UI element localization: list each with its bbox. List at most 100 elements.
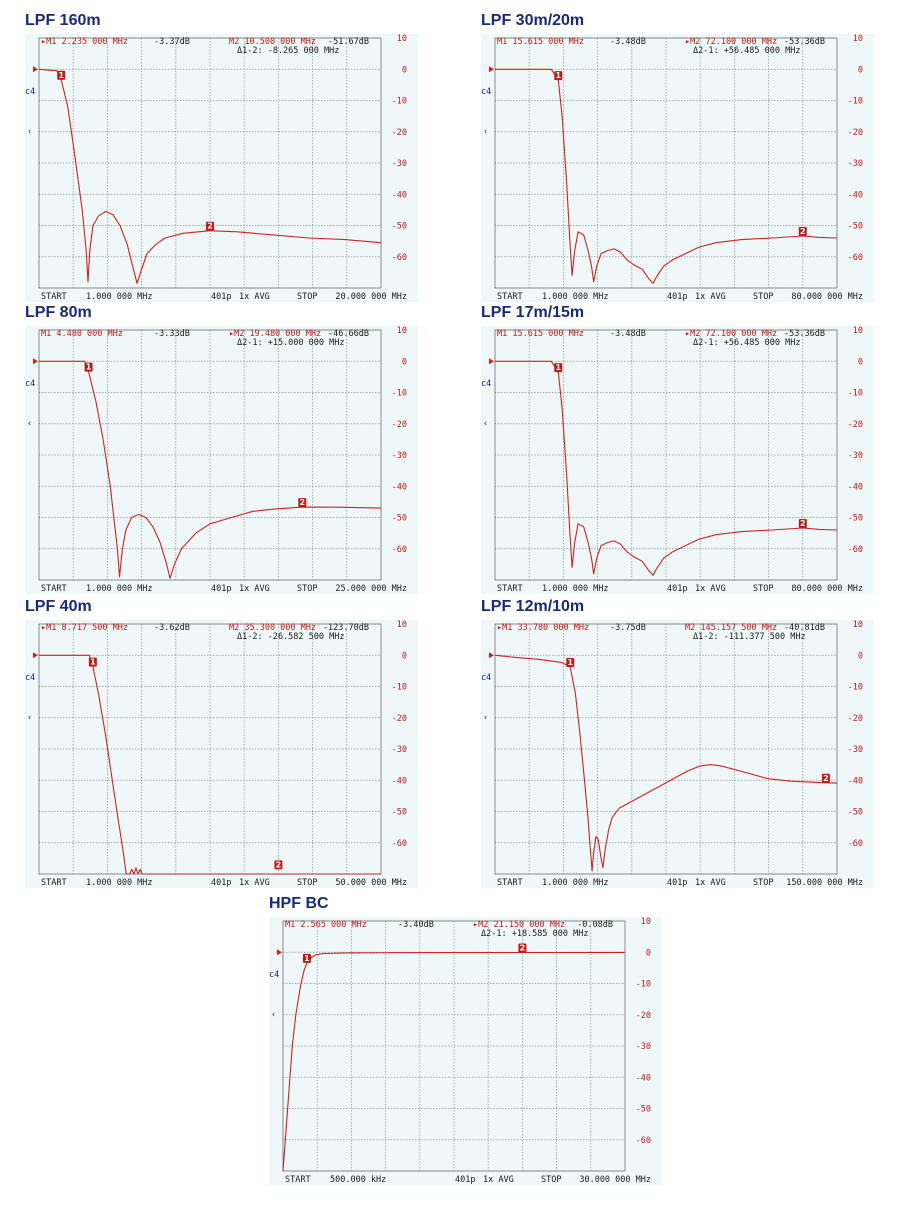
marker2-readout: ▸M2 21.150 000 MHz (473, 920, 565, 930)
channel-label: c4 (25, 87, 35, 97)
channel-symbol: ‹ (27, 419, 32, 429)
y-tick-label: 0 (402, 357, 407, 367)
marker1-value: -3.33dB (154, 329, 190, 339)
y-tick-label: -10 (636, 980, 651, 990)
marker-2-box (206, 221, 214, 231)
start-label: START (497, 584, 523, 594)
plot-frame (282, 920, 626, 1172)
y-tick-label: -60 (848, 253, 863, 263)
y-tick-label: 10 (397, 326, 407, 336)
analyzer-screen: M1 4.480 000 MHz -3.33dB ▸M2 19.480 000 MH… (25, 326, 418, 594)
marker2-value: -123.70dB (323, 623, 369, 633)
marker-1: 1 (554, 71, 563, 81)
y-tick-label: -50 (392, 808, 407, 818)
channel-label: c4 (25, 673, 35, 683)
y-tick-label: 0 (858, 65, 863, 75)
stop-label: STOP (753, 584, 773, 594)
y-tick-label: -30 (392, 745, 407, 755)
channel-symbol: ‹ (483, 127, 488, 137)
marker2-readout: ▸M2 72.100 000 MHz (685, 37, 777, 47)
stop-value: 80.000 000 MHz (791, 292, 863, 302)
y-tick-label: 0 (858, 651, 863, 661)
marker-2: 2 (518, 943, 527, 953)
start-label: START (41, 584, 67, 594)
points-label: 401p (667, 292, 687, 302)
reference-arrow (33, 66, 38, 73)
marker-1: 1 (566, 657, 575, 667)
channel-label: c4 (481, 379, 491, 389)
stop-value: 20.000 000 MHz (335, 292, 407, 302)
start-value: 1.000 000 MHz (86, 878, 153, 888)
marker-1-box (84, 362, 93, 372)
chart-title: LPF 160m (25, 12, 101, 29)
chart-svg: M1 15.615 000 MHz -3.48dB ▸M2 72.100 000 M… (481, 326, 863, 594)
analyzer-screen: M1 15.615 000 MHz -3.48dB ▸M2 72.100 000 M… (481, 34, 874, 302)
marker-2-box (274, 860, 283, 870)
points-label: 401p (211, 878, 231, 888)
y-tick-label: -30 (848, 745, 863, 755)
trace-line (495, 68, 838, 284)
y-tick-label: -40 (636, 1073, 651, 1083)
marker-1-box (57, 70, 66, 80)
marker-2-number: 2 (800, 519, 806, 528)
chart-panel: LPF 40m ▸M1 8.717 500 MHz -3.62dB M2 35.300… (25, 598, 418, 910)
y-tick-label: -40 (392, 482, 407, 492)
marker2-readout: M2 145.157 500 MHz (685, 623, 777, 633)
marker-2-number: 2 (800, 227, 806, 236)
stop-label: STOP (541, 1175, 561, 1185)
marker-2: 2 (798, 519, 807, 528)
marker1-readout: ▸M1 33.780 000 MHz (497, 623, 589, 633)
chart-svg: M1 2.565 000 MHz -3.40dB ▸M2 21.150 000 MH… (269, 917, 651, 1185)
y-tick-label: -60 (636, 1136, 651, 1146)
stop-value: 150.000 000 MHz (786, 878, 863, 888)
trace-line (494, 654, 838, 872)
delta-readout: Δ1-2: -26.582 500 MHz (237, 632, 344, 642)
plot-frame (494, 623, 838, 875)
y-tick-label: -50 (848, 222, 863, 232)
marker-2-number: 2 (823, 774, 829, 783)
chart-title: LPF 12m/10m (481, 598, 585, 615)
y-tick-label: -10 (392, 683, 407, 693)
channel-label: c4 (481, 673, 491, 683)
analyzer-screen: ▸M1 8.717 500 MHz -3.62dB M2 35.300 000 MH… (25, 620, 418, 888)
analyzer-screen: ▸M1 33.780 000 MHz -3.75dB M2 145.157 500 … (481, 620, 874, 888)
y-tick-label: -30 (848, 451, 863, 461)
plot-frame (494, 329, 838, 581)
chart-svg: M1 4.480 000 MHz -3.33dB ▸M2 19.480 000 MH… (25, 326, 407, 594)
stop-value: 80.000 000 MHz (791, 584, 863, 594)
start-value: 1.000 000 MHz (86, 584, 153, 594)
points-label: 401p (211, 292, 231, 302)
y-tick-label: 0 (402, 65, 407, 75)
y-tick-label: -20 (848, 128, 863, 138)
stop-label: STOP (297, 878, 317, 888)
y-tick-label: 10 (853, 34, 863, 44)
y-tick-label: -30 (392, 451, 407, 461)
points-label: 401p (211, 584, 231, 594)
channel-label: c4 (481, 87, 491, 97)
marker1-value: -3.40dB (398, 920, 434, 930)
start-label: START (497, 292, 523, 302)
marker1-value: -3.62dB (154, 623, 190, 633)
marker1-readout: M1 2.565 000 MHz (285, 920, 367, 930)
y-tick-label: -30 (392, 159, 407, 169)
marker2-readout: M2 35.300 000 MHz (229, 623, 316, 633)
reference-arrow (489, 358, 494, 365)
channel-label: c4 (269, 970, 279, 980)
marker-1: 1 (84, 362, 93, 372)
avg-label: 1x AVG (695, 584, 726, 594)
marker1-readout: M1 4.480 000 MHz (41, 329, 123, 339)
marker-1: 1 (554, 363, 563, 373)
channel-label: c4 (25, 379, 35, 389)
start-value: 1.000 000 MHz (542, 878, 609, 888)
marker-2: 2 (206, 221, 214, 231)
y-tick-label: 0 (646, 948, 651, 958)
y-tick-label: -10 (848, 683, 863, 693)
stop-label: STOP (297, 292, 317, 302)
marker-1: 1 (302, 953, 311, 963)
start-label: START (41, 878, 67, 888)
stop-value: 25.000 000 MHz (335, 584, 407, 594)
marker-2-number: 2 (207, 222, 213, 231)
marker-1: 1 (88, 657, 97, 667)
marker1-value: -3.37dB (154, 37, 190, 47)
delta-readout: Δ2-1: +56.485 000 MHz (693, 46, 800, 56)
